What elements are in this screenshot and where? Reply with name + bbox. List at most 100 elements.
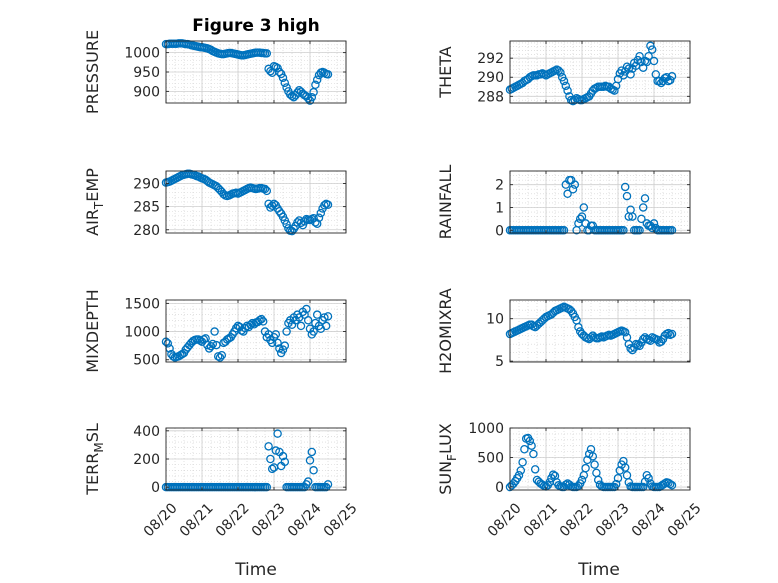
- data-point: [262, 482, 272, 492]
- data-point: [280, 78, 290, 88]
- data-point: [280, 341, 290, 350]
- y-axis-label-terr-msl: TERRMSL: [83, 423, 106, 496]
- axes-box: [509, 299, 691, 363]
- y-axis-label-rainfall: RAINFALL: [436, 165, 455, 240]
- data-point: [559, 76, 569, 86]
- data-point: [620, 328, 630, 337]
- subplot-terr-msl: 0 200 400 TERRMSL 08/2008/2108/2208/2308/240…: [83, 423, 361, 540]
- data-point: [273, 429, 282, 438]
- data-point: [592, 468, 601, 478]
- x-tick-label: 08/20: [141, 500, 181, 540]
- y-tick-label: 290: [133, 176, 160, 192]
- data-point: [280, 457, 290, 467]
- y-tick-label: 950: [133, 65, 160, 81]
- y-axis-label-sun-flux: SUNFLUX: [436, 423, 459, 495]
- data-point: [637, 214, 646, 224]
- series-air-temp: [161, 169, 333, 236]
- data-point: [303, 94, 313, 103]
- data-point: [624, 64, 634, 73]
- subplot-theta: 288 290 292 THETA: [436, 40, 691, 106]
- series-terr-msl: [161, 429, 333, 492]
- data-point: [266, 454, 275, 464]
- data-point: [568, 184, 578, 194]
- data-point: [307, 92, 317, 102]
- data-point: [667, 226, 677, 235]
- x-tick-label: 08/25: [665, 500, 705, 540]
- data-point: [213, 352, 223, 361]
- y-tick-label: 1: [495, 200, 504, 216]
- figure-title: Figure 3 high: [192, 16, 320, 36]
- subplot-air-temp: 280 285 290 AIRTEMP: [83, 168, 347, 239]
- data-point: [620, 463, 630, 472]
- data-point: [575, 214, 585, 224]
- data-point: [626, 344, 635, 353]
- axes-box: [509, 40, 691, 104]
- data-point: [260, 184, 270, 194]
- data-point: [622, 62, 632, 72]
- subplot-pressure: 900 950 1000 PRESSURE: [83, 30, 347, 114]
- data-point: [267, 338, 277, 348]
- x-tick-label: 08/21: [177, 500, 217, 540]
- data-point: [574, 322, 583, 332]
- data-point: [312, 75, 322, 85]
- data-point: [628, 212, 637, 221]
- axes-box: [165, 299, 347, 363]
- data-point: [570, 180, 580, 189]
- data-point: [574, 481, 583, 491]
- data-point: [296, 321, 306, 331]
- data-point: [635, 226, 644, 235]
- y-tick-label: 10: [486, 312, 504, 328]
- data-point: [610, 86, 619, 95]
- subplot-rainfall: 0 1 2 RAINFALL: [436, 165, 691, 240]
- series-mixdepth: [161, 304, 333, 362]
- data-point: [248, 318, 257, 328]
- y-tick-label: 1500: [124, 296, 160, 312]
- data-point: [257, 314, 266, 324]
- x-tick-label: 08/24: [629, 500, 669, 540]
- y-tick-label: 500: [133, 353, 160, 369]
- y-axis-label-h2omixra: H2OMIXRA: [436, 288, 455, 374]
- data-point: [593, 475, 603, 485]
- data-point: [581, 463, 590, 473]
- data-point: [293, 88, 302, 97]
- data-point: [529, 449, 538, 459]
- data-point: [309, 466, 318, 475]
- data-point: [638, 482, 648, 492]
- y-tick-label: 5: [495, 354, 504, 370]
- data-point: [649, 56, 659, 66]
- data-point: [667, 329, 677, 339]
- data-point: [563, 86, 572, 95]
- y-tick-label: 292: [477, 51, 504, 67]
- data-point: [664, 328, 673, 338]
- data-point: [312, 310, 322, 319]
- data-point: [303, 316, 313, 325]
- y-axis-label-air-temp: AIRTEMP: [83, 168, 106, 236]
- data-point: [554, 66, 563, 75]
- y-tick-label: 288: [477, 89, 504, 105]
- data-point: [282, 83, 291, 92]
- y-tick-label: 0: [151, 480, 160, 496]
- x-tick-label: 08/22: [213, 500, 253, 540]
- data-point: [278, 451, 288, 461]
- data-point: [626, 70, 635, 79]
- data-point: [577, 212, 587, 221]
- data-point: [323, 70, 333, 79]
- data-point: [649, 219, 659, 228]
- data-point: [262, 186, 272, 196]
- data-point: [530, 465, 540, 474]
- data-point: [311, 80, 320, 90]
- y-tick-label: 1000: [468, 421, 504, 437]
- y-tick-label: 2: [495, 178, 504, 194]
- data-point: [644, 473, 653, 483]
- data-point: [246, 320, 255, 330]
- data-point: [644, 52, 653, 61]
- data-point: [195, 336, 205, 345]
- data-point: [163, 339, 173, 348]
- data-point: [559, 226, 569, 235]
- y-tick-label: 900: [133, 84, 160, 100]
- series-rainfall: [505, 175, 677, 235]
- data-point: [258, 317, 268, 326]
- data-point: [262, 49, 272, 58]
- data-point: [282, 327, 291, 336]
